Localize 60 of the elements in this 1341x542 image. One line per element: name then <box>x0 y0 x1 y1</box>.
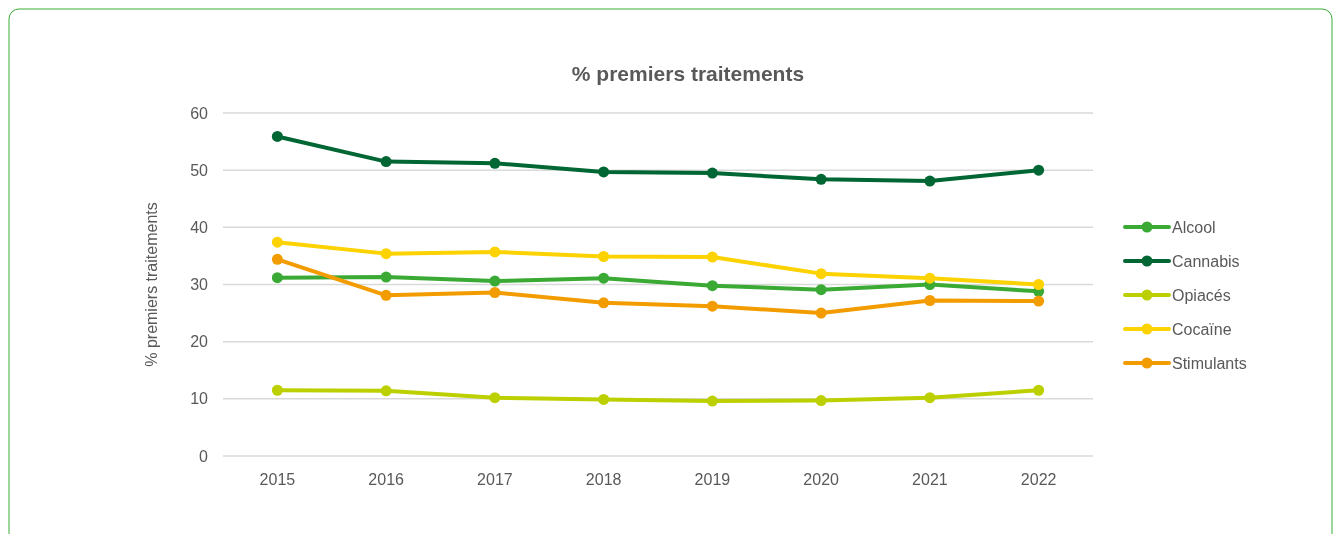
y-tick-label: 20 <box>190 333 209 351</box>
point <box>489 287 501 298</box>
point <box>598 166 610 178</box>
x-tick-label: 2017 <box>477 471 513 488</box>
point <box>598 272 610 284</box>
y-tick-label: 40 <box>190 218 209 236</box>
point <box>489 246 501 258</box>
point <box>815 307 827 319</box>
point <box>1033 295 1045 307</box>
point <box>924 175 936 187</box>
point <box>1033 384 1045 396</box>
point <box>271 384 283 396</box>
point <box>815 268 827 280</box>
y-tick-label: 60 <box>190 104 209 122</box>
point <box>598 297 610 309</box>
x-tick-label: 2016 <box>368 471 405 488</box>
point <box>706 395 718 407</box>
point <box>706 280 718 292</box>
y-axis-title: % premiers traitements <box>143 202 160 367</box>
point <box>380 156 392 168</box>
y-tick-label: 10 <box>190 390 209 408</box>
x-tick-label: 2018 <box>585 471 622 488</box>
x-tick-label: 2015 <box>259 471 296 488</box>
y-tick-label: 50 <box>190 161 209 179</box>
point <box>489 392 501 404</box>
legend-label: Alcool <box>1172 218 1216 236</box>
point <box>924 272 936 284</box>
point <box>598 393 610 405</box>
point <box>271 236 283 248</box>
point <box>815 173 827 185</box>
point <box>271 253 283 265</box>
legend-label: Opiacés <box>1172 286 1231 304</box>
point <box>706 300 718 312</box>
point <box>598 250 610 262</box>
point <box>271 272 283 284</box>
point <box>380 289 392 301</box>
point <box>815 395 827 407</box>
point <box>489 157 501 169</box>
point <box>380 248 392 260</box>
point <box>380 385 392 397</box>
point <box>924 392 936 404</box>
legend-label: Stimulants <box>1172 354 1247 372</box>
point <box>1033 279 1045 290</box>
y-tick-label: 30 <box>190 276 209 294</box>
legend-label: Cannabis <box>1172 252 1240 270</box>
y-tick-label: 0 <box>199 447 209 465</box>
point <box>815 284 827 296</box>
point <box>706 251 718 263</box>
point <box>924 295 936 307</box>
x-tick-label: 2021 <box>912 471 948 488</box>
point <box>1033 164 1045 176</box>
legend-label: Cocaïne <box>1172 320 1232 338</box>
point <box>706 167 718 179</box>
x-tick-label: 2022 <box>1020 471 1057 488</box>
point <box>271 130 283 142</box>
point <box>489 275 501 287</box>
x-tick-label: 2019 <box>694 471 731 488</box>
x-tick-label: 2020 <box>803 471 840 488</box>
point <box>380 271 392 283</box>
chart-title: % premiers traitements <box>571 62 805 85</box>
